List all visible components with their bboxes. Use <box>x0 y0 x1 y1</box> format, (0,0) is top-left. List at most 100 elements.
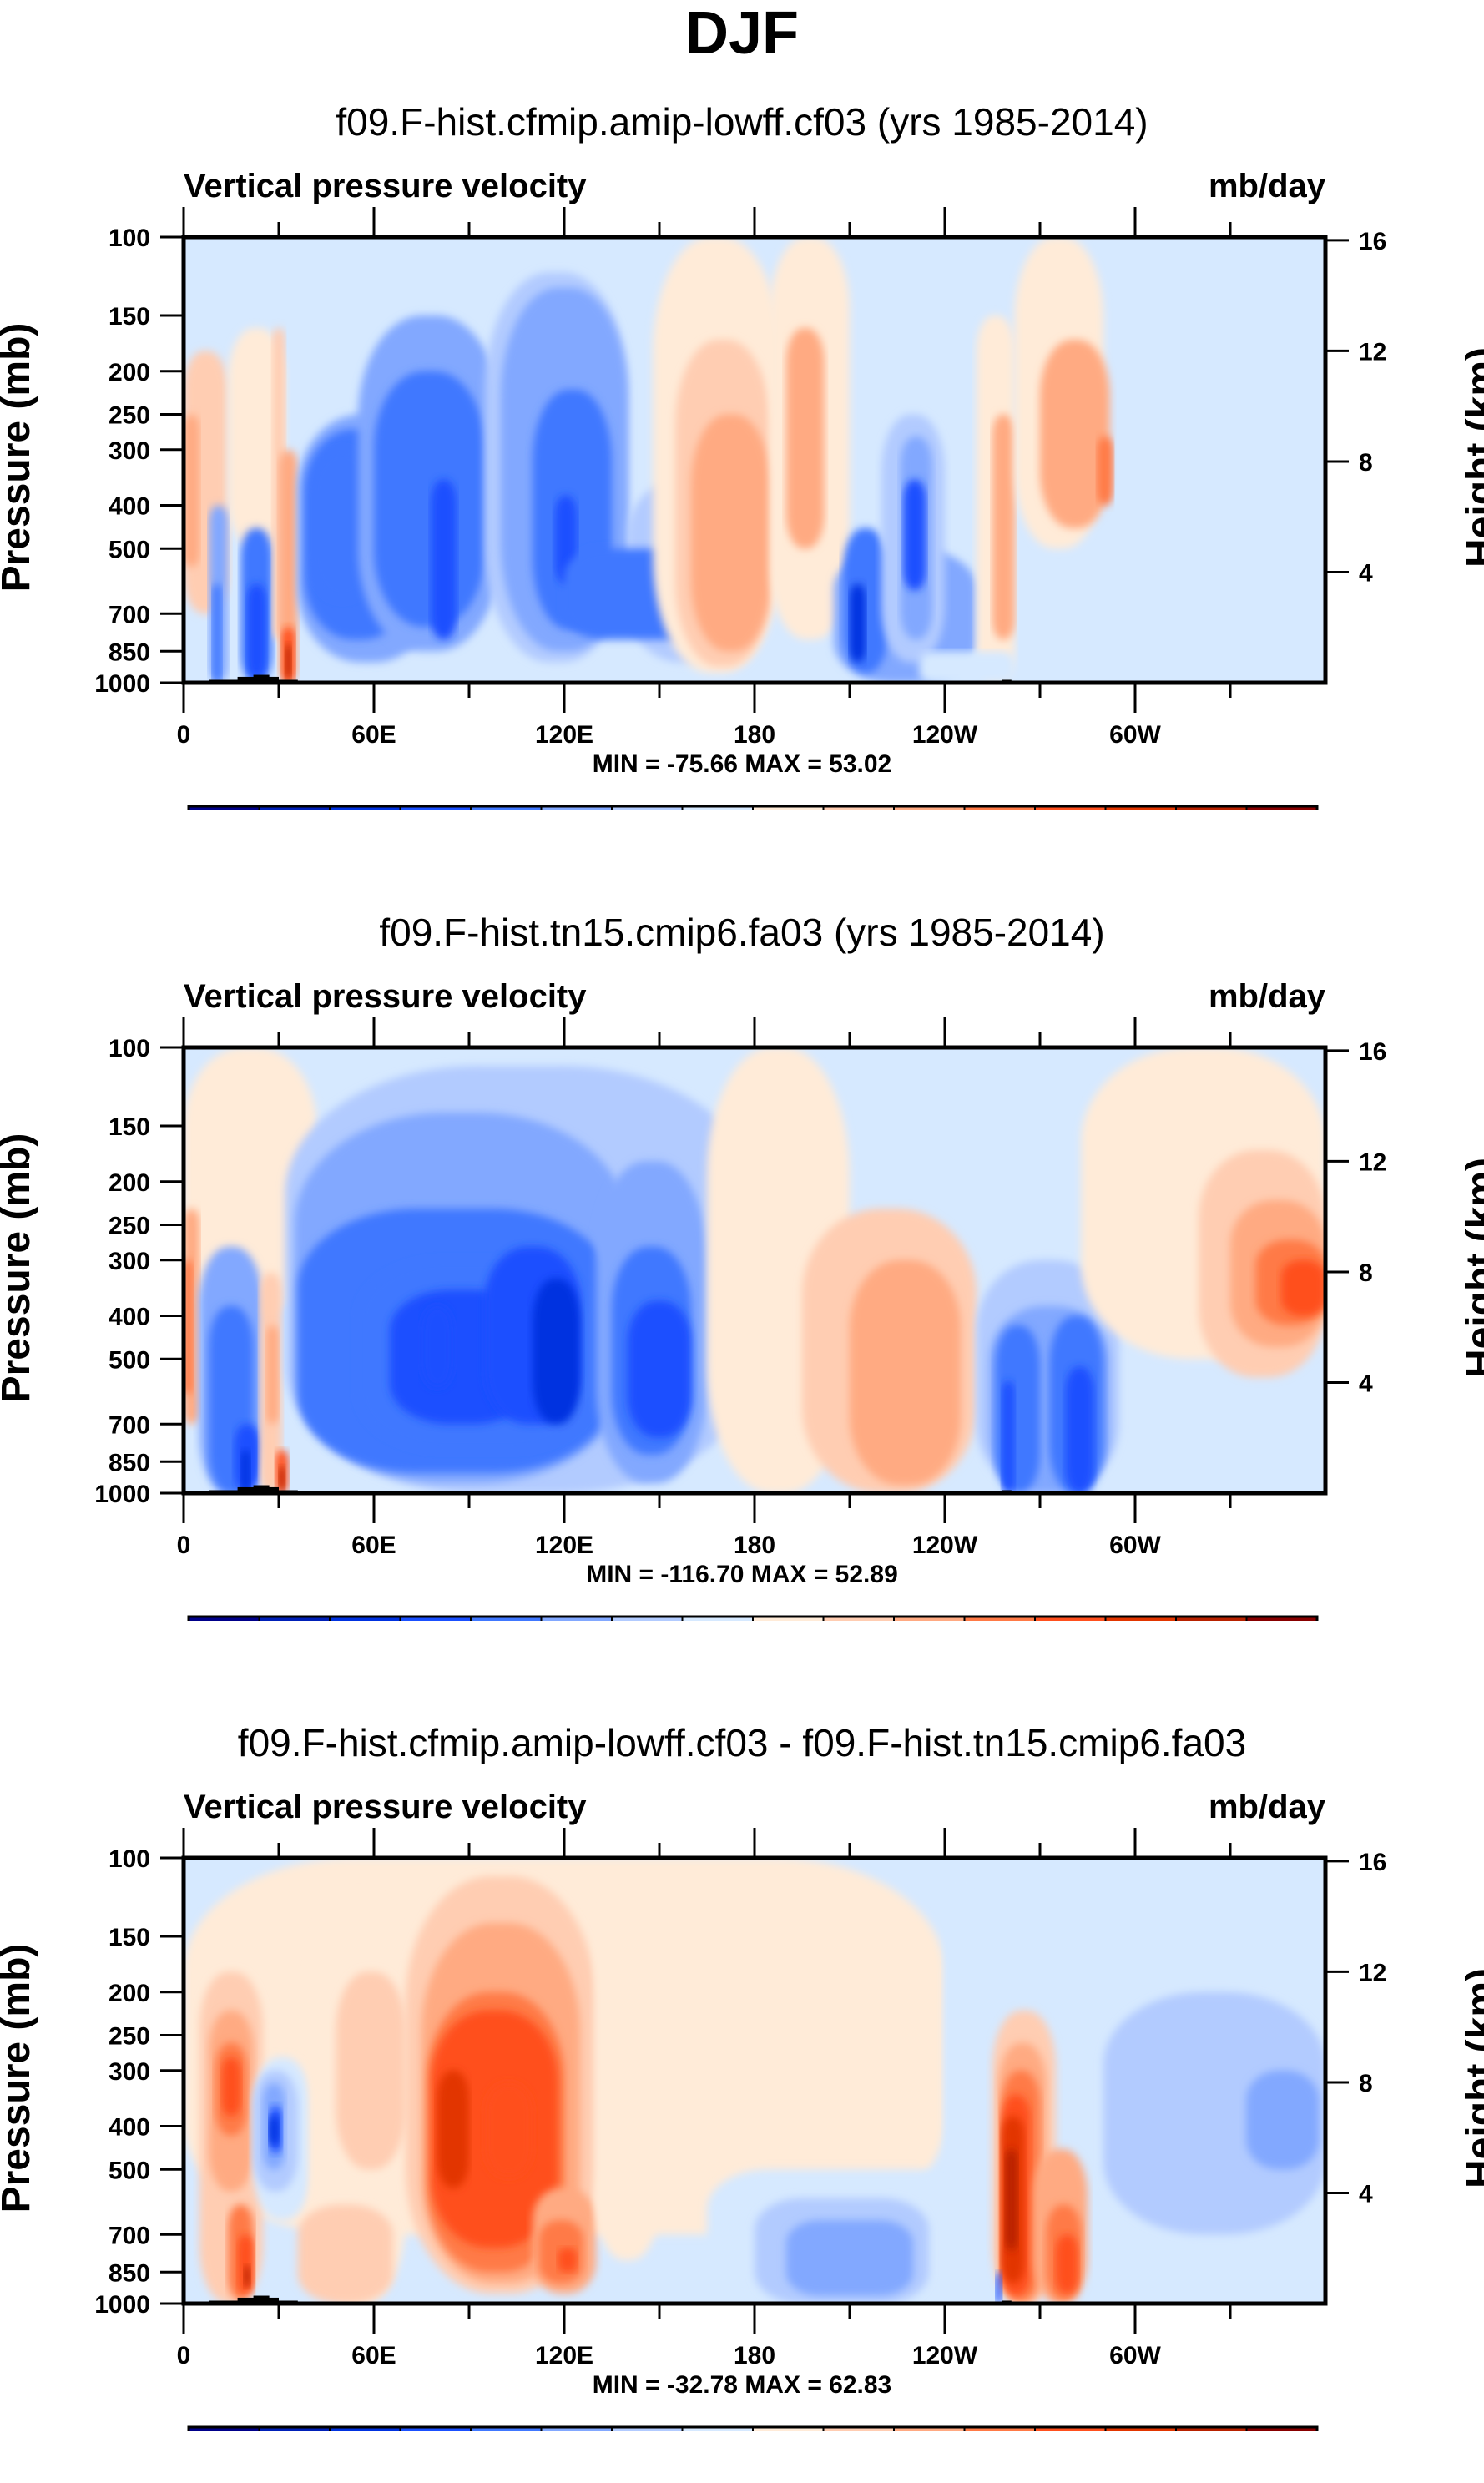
x-tick-label: 0 <box>177 1532 191 1559</box>
contour-region <box>212 583 222 683</box>
contour-region <box>184 1047 317 1316</box>
x-tick-label: 120E <box>535 2342 593 2369</box>
x-tick-label: 60W <box>1109 721 1161 749</box>
contour-region <box>244 2264 250 2288</box>
y-tick-label: 1000 <box>94 670 150 698</box>
y-tick-label: 400 <box>109 2114 150 2142</box>
y-tick-label: 150 <box>109 1924 150 1951</box>
y-tick-label: 700 <box>109 1411 150 1439</box>
y-tick-label: 100 <box>109 1845 150 1873</box>
chart-panel-2: f09.F-hist.tn15.cmip6.fa03 (yrs 1985-201… <box>0 810 1484 1621</box>
contour-region <box>786 328 825 549</box>
units-label: mb/day <box>1208 168 1325 204</box>
contour-region <box>1005 2148 1018 2251</box>
contour-region <box>850 583 866 663</box>
colorbar-frame <box>187 2425 1319 2431</box>
contour-region <box>1002 1380 1015 1493</box>
contour-region <box>265 1325 279 1425</box>
contour-region <box>1065 1366 1094 1493</box>
y2-tick-label: 12 <box>1359 1959 1386 1986</box>
y-tick-label: 850 <box>109 2259 150 2287</box>
x-tick-label: 120E <box>535 721 593 749</box>
contour-plot: 0 60E 120E 180 120W 60W 100 150 200 250 300 400 500 7… <box>94 1828 1386 2431</box>
chart-subtitle: f09.F-hist.cfmip.amip-lowff.cf03 - f09.F… <box>237 1721 1247 1764</box>
figure-title: DJF <box>684 0 800 67</box>
y-tick-label: 700 <box>109 601 150 628</box>
chart-subtitle: f09.F-hist.tn15.cmip6.fa03 (yrs 1985-201… <box>379 911 1105 954</box>
contour-region <box>596 1893 659 2261</box>
y2-tick-label: 4 <box>1359 559 1373 587</box>
y-tick-label: 250 <box>109 2023 150 2051</box>
contour-region <box>1280 1259 1325 1316</box>
y-tick-label: 200 <box>109 1169 150 1197</box>
y-tick-label: 100 <box>109 225 150 252</box>
contour-plot: 0 60E 120E 180 120W 60W 100 150 200 250 300 400 500 7… <box>94 1017 1386 1621</box>
contour-region <box>1103 1991 1325 2235</box>
contour-region <box>247 583 266 679</box>
contour-region <box>240 1450 250 1493</box>
contour-region <box>221 2057 241 2117</box>
contour-region <box>628 1300 691 1438</box>
x-tick-label: 120W <box>912 1532 978 1559</box>
units-label: mb/day <box>1208 978 1325 1015</box>
x-tick-label: 120W <box>912 2342 978 2369</box>
y-tick-label: 300 <box>109 437 150 465</box>
y-tick-label: 300 <box>109 2058 150 2086</box>
y2-tick-label: 12 <box>1359 1148 1386 1176</box>
contour-region <box>691 414 770 652</box>
min-max-label: MIN = -75.66 MAX = 53.02 <box>592 750 892 778</box>
colorbar-frame <box>187 1615 1319 1621</box>
min-max-label: MIN = -116.70 MAX = 52.89 <box>586 1561 898 1588</box>
contour-region <box>1097 436 1113 506</box>
x-tick-label: 180 <box>734 721 775 749</box>
chart-panel-3: f09.F-hist.cfmip.amip-lowff.cf03 - f09.F… <box>0 1621 1484 2431</box>
y-tick-label: 150 <box>109 1113 150 1141</box>
y2-tick-label: 8 <box>1359 2070 1373 2097</box>
contour-region <box>437 2070 469 2188</box>
y-tick-label: 500 <box>109 2157 150 2184</box>
x-tick-label: 60W <box>1109 1532 1161 1559</box>
variable-label: Vertical pressure velocity <box>184 168 587 204</box>
y-tick-label: 400 <box>109 493 150 521</box>
topography-mask <box>253 674 270 683</box>
y-tick-label: 100 <box>109 1035 150 1062</box>
topography-mask <box>253 1485 270 1493</box>
variable-label: Vertical pressure velocity <box>184 978 587 1015</box>
y-tick-label: 200 <box>109 359 150 386</box>
contour-region <box>279 1466 285 1491</box>
contour-region <box>1040 340 1110 528</box>
y-tick-label: 700 <box>109 2222 150 2249</box>
contour-region <box>297 2204 393 2304</box>
y-tick-label: 200 <box>109 1980 150 2007</box>
y-tick-label: 400 <box>109 1304 150 1331</box>
y2-tick-label: 16 <box>1359 1849 1386 1876</box>
contour-region <box>485 2082 533 2178</box>
y-tick-label: 500 <box>109 1346 150 1374</box>
x-tick-label: 0 <box>177 721 191 749</box>
y-tick-label: 850 <box>109 1449 150 1476</box>
y2-tick-label: 12 <box>1359 338 1386 366</box>
contour-region <box>285 643 292 679</box>
contour-region <box>336 1971 406 2170</box>
contour-region <box>903 479 926 591</box>
y-tick-label: 150 <box>109 303 150 331</box>
contour-region <box>1246 2070 1320 2170</box>
contour-region <box>558 2248 578 2273</box>
y2-tick-label: 4 <box>1359 2180 1373 2208</box>
y2-tick-label: 16 <box>1359 228 1386 255</box>
y2-tick-label: 8 <box>1359 449 1373 477</box>
y-tick-label: 250 <box>109 1213 150 1240</box>
x-tick-label: 180 <box>734 1532 775 1559</box>
contour-region <box>1056 2234 1078 2294</box>
units-label: mb/day <box>1208 1789 1325 1825</box>
contour-region <box>228 328 285 549</box>
x-tick-label: 60E <box>351 2342 396 2369</box>
contour-region <box>786 2220 913 2296</box>
chart-subtitle: f09.F-hist.cfmip.amip-lowff.cf03 (yrs 19… <box>336 100 1148 144</box>
contour-region <box>850 1259 961 1486</box>
min-max-label: MIN = -32.78 MAX = 62.83 <box>592 2371 892 2399</box>
y-tick-label: 850 <box>109 638 150 666</box>
contour-region <box>184 1259 194 1395</box>
topography-mask <box>253 2295 270 2304</box>
contour-region <box>945 1858 977 2170</box>
